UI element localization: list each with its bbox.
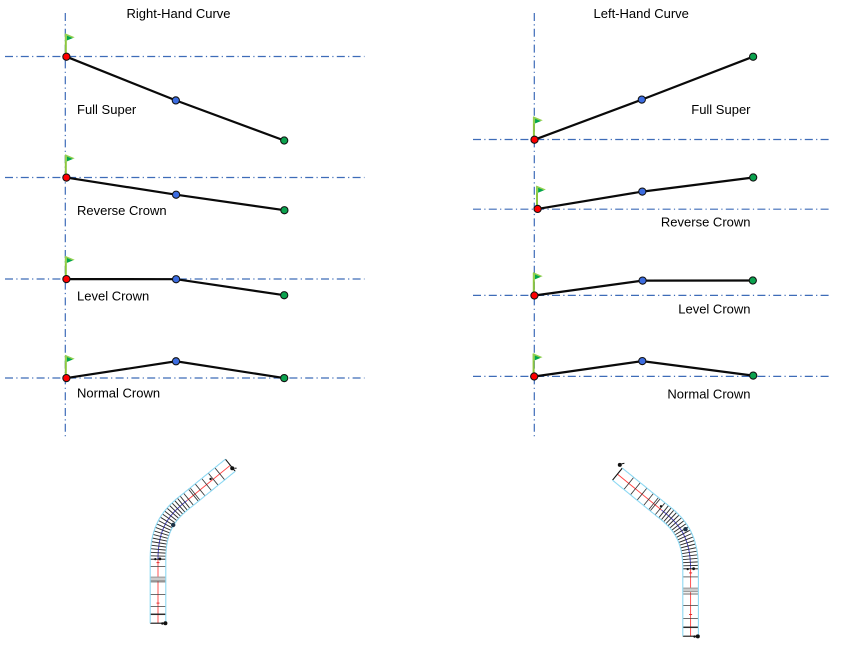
svg-text:Full Super: Full Super <box>691 102 751 117</box>
svg-text:Reverse Crown: Reverse Crown <box>661 215 751 230</box>
svg-text:Reverse Crown: Reverse Crown <box>77 203 167 218</box>
svg-text:Normal Crown: Normal Crown <box>77 386 160 401</box>
svg-text:Right-Hand Curve: Right-Hand Curve <box>126 6 230 21</box>
svg-text:Left-Hand Curve: Left-Hand Curve <box>594 6 689 21</box>
svg-text:Normal Crown: Normal Crown <box>667 387 750 402</box>
svg-text:Level Crown: Level Crown <box>77 289 149 304</box>
svg-text:Level Crown: Level Crown <box>678 302 750 317</box>
svg-text:Full Super: Full Super <box>77 102 137 117</box>
